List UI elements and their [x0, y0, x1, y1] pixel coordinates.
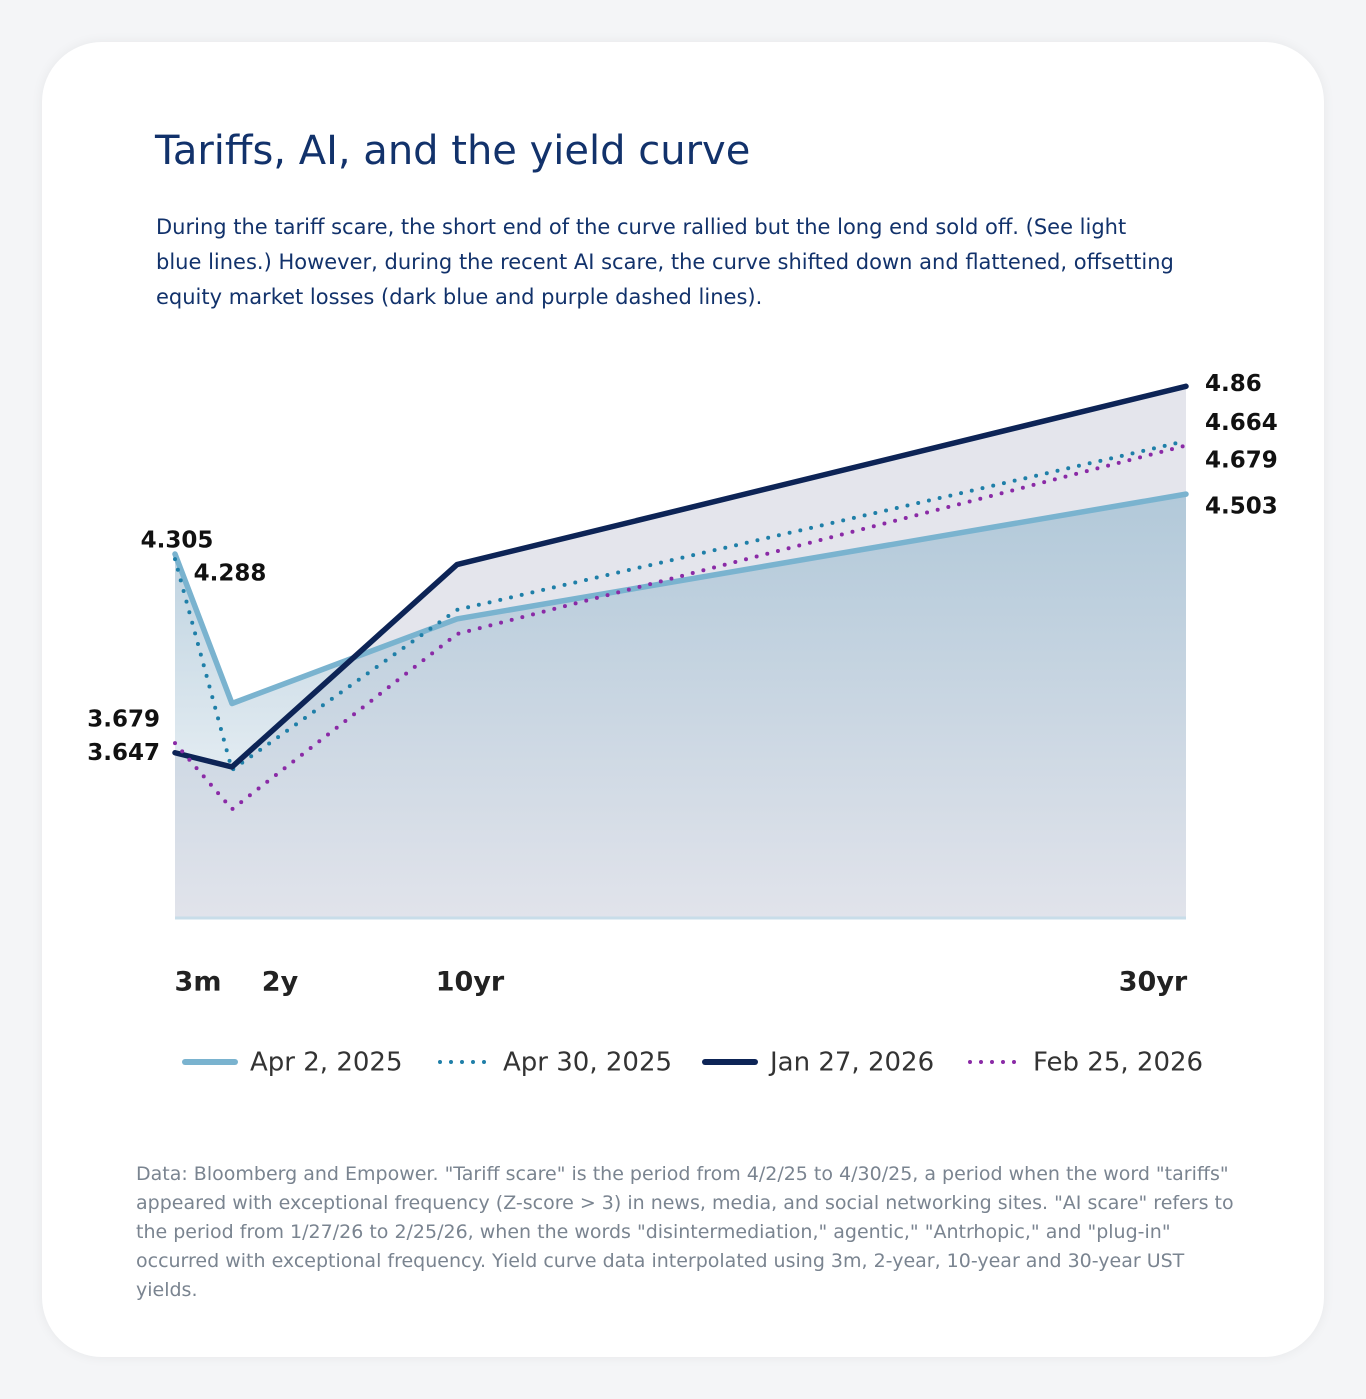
data-label: 3.647	[87, 740, 160, 766]
legend-label: Jan 27, 2026	[768, 1048, 934, 1078]
data-label: 4.288	[194, 561, 267, 587]
chart-subtitle: During the tariff scare, the short end o…	[156, 215, 1174, 309]
data-label: 4.86	[1205, 371, 1262, 397]
line	[173, 438, 1188, 772]
data-label: 3.679	[87, 707, 160, 733]
chart-title: Tariffs, AI, and the yield curve	[155, 128, 751, 174]
data-label: 4.664	[1205, 410, 1278, 436]
data-label: 4.305	[141, 527, 214, 553]
legend-label: Feb 25, 2026	[1033, 1048, 1203, 1078]
x-tick-label: 10yr	[436, 967, 505, 998]
line	[172, 383, 1189, 770]
line	[172, 491, 1189, 707]
legend-label: Apr 30, 2025	[503, 1048, 672, 1078]
legend-label: Apr 2, 2025	[250, 1048, 402, 1078]
line	[173, 443, 1188, 812]
footnote: Data: Bloomberg and Empower. "Tariff sca…	[136, 1163, 1234, 1301]
area	[175, 494, 1186, 918]
x-tick-label: 3m	[175, 967, 222, 998]
x-tick-label: 2y	[262, 967, 299, 998]
x-tick-label: 30yr	[1119, 967, 1188, 998]
legend-item: Jan 27, 2026	[702, 1048, 934, 1078]
legend-item: Apr 2, 2025	[182, 1048, 402, 1078]
chart: 4.305 4.503 4.288 4.679 3.647 4.86 3.679 4.664 3…	[87, 371, 1278, 1078]
data-label: 4.503	[1205, 494, 1278, 520]
legend-item: Apr 30, 2025	[438, 1048, 672, 1078]
legend-item: Feb 25, 2026	[968, 1048, 1203, 1078]
data-label: 4.679	[1205, 447, 1278, 473]
